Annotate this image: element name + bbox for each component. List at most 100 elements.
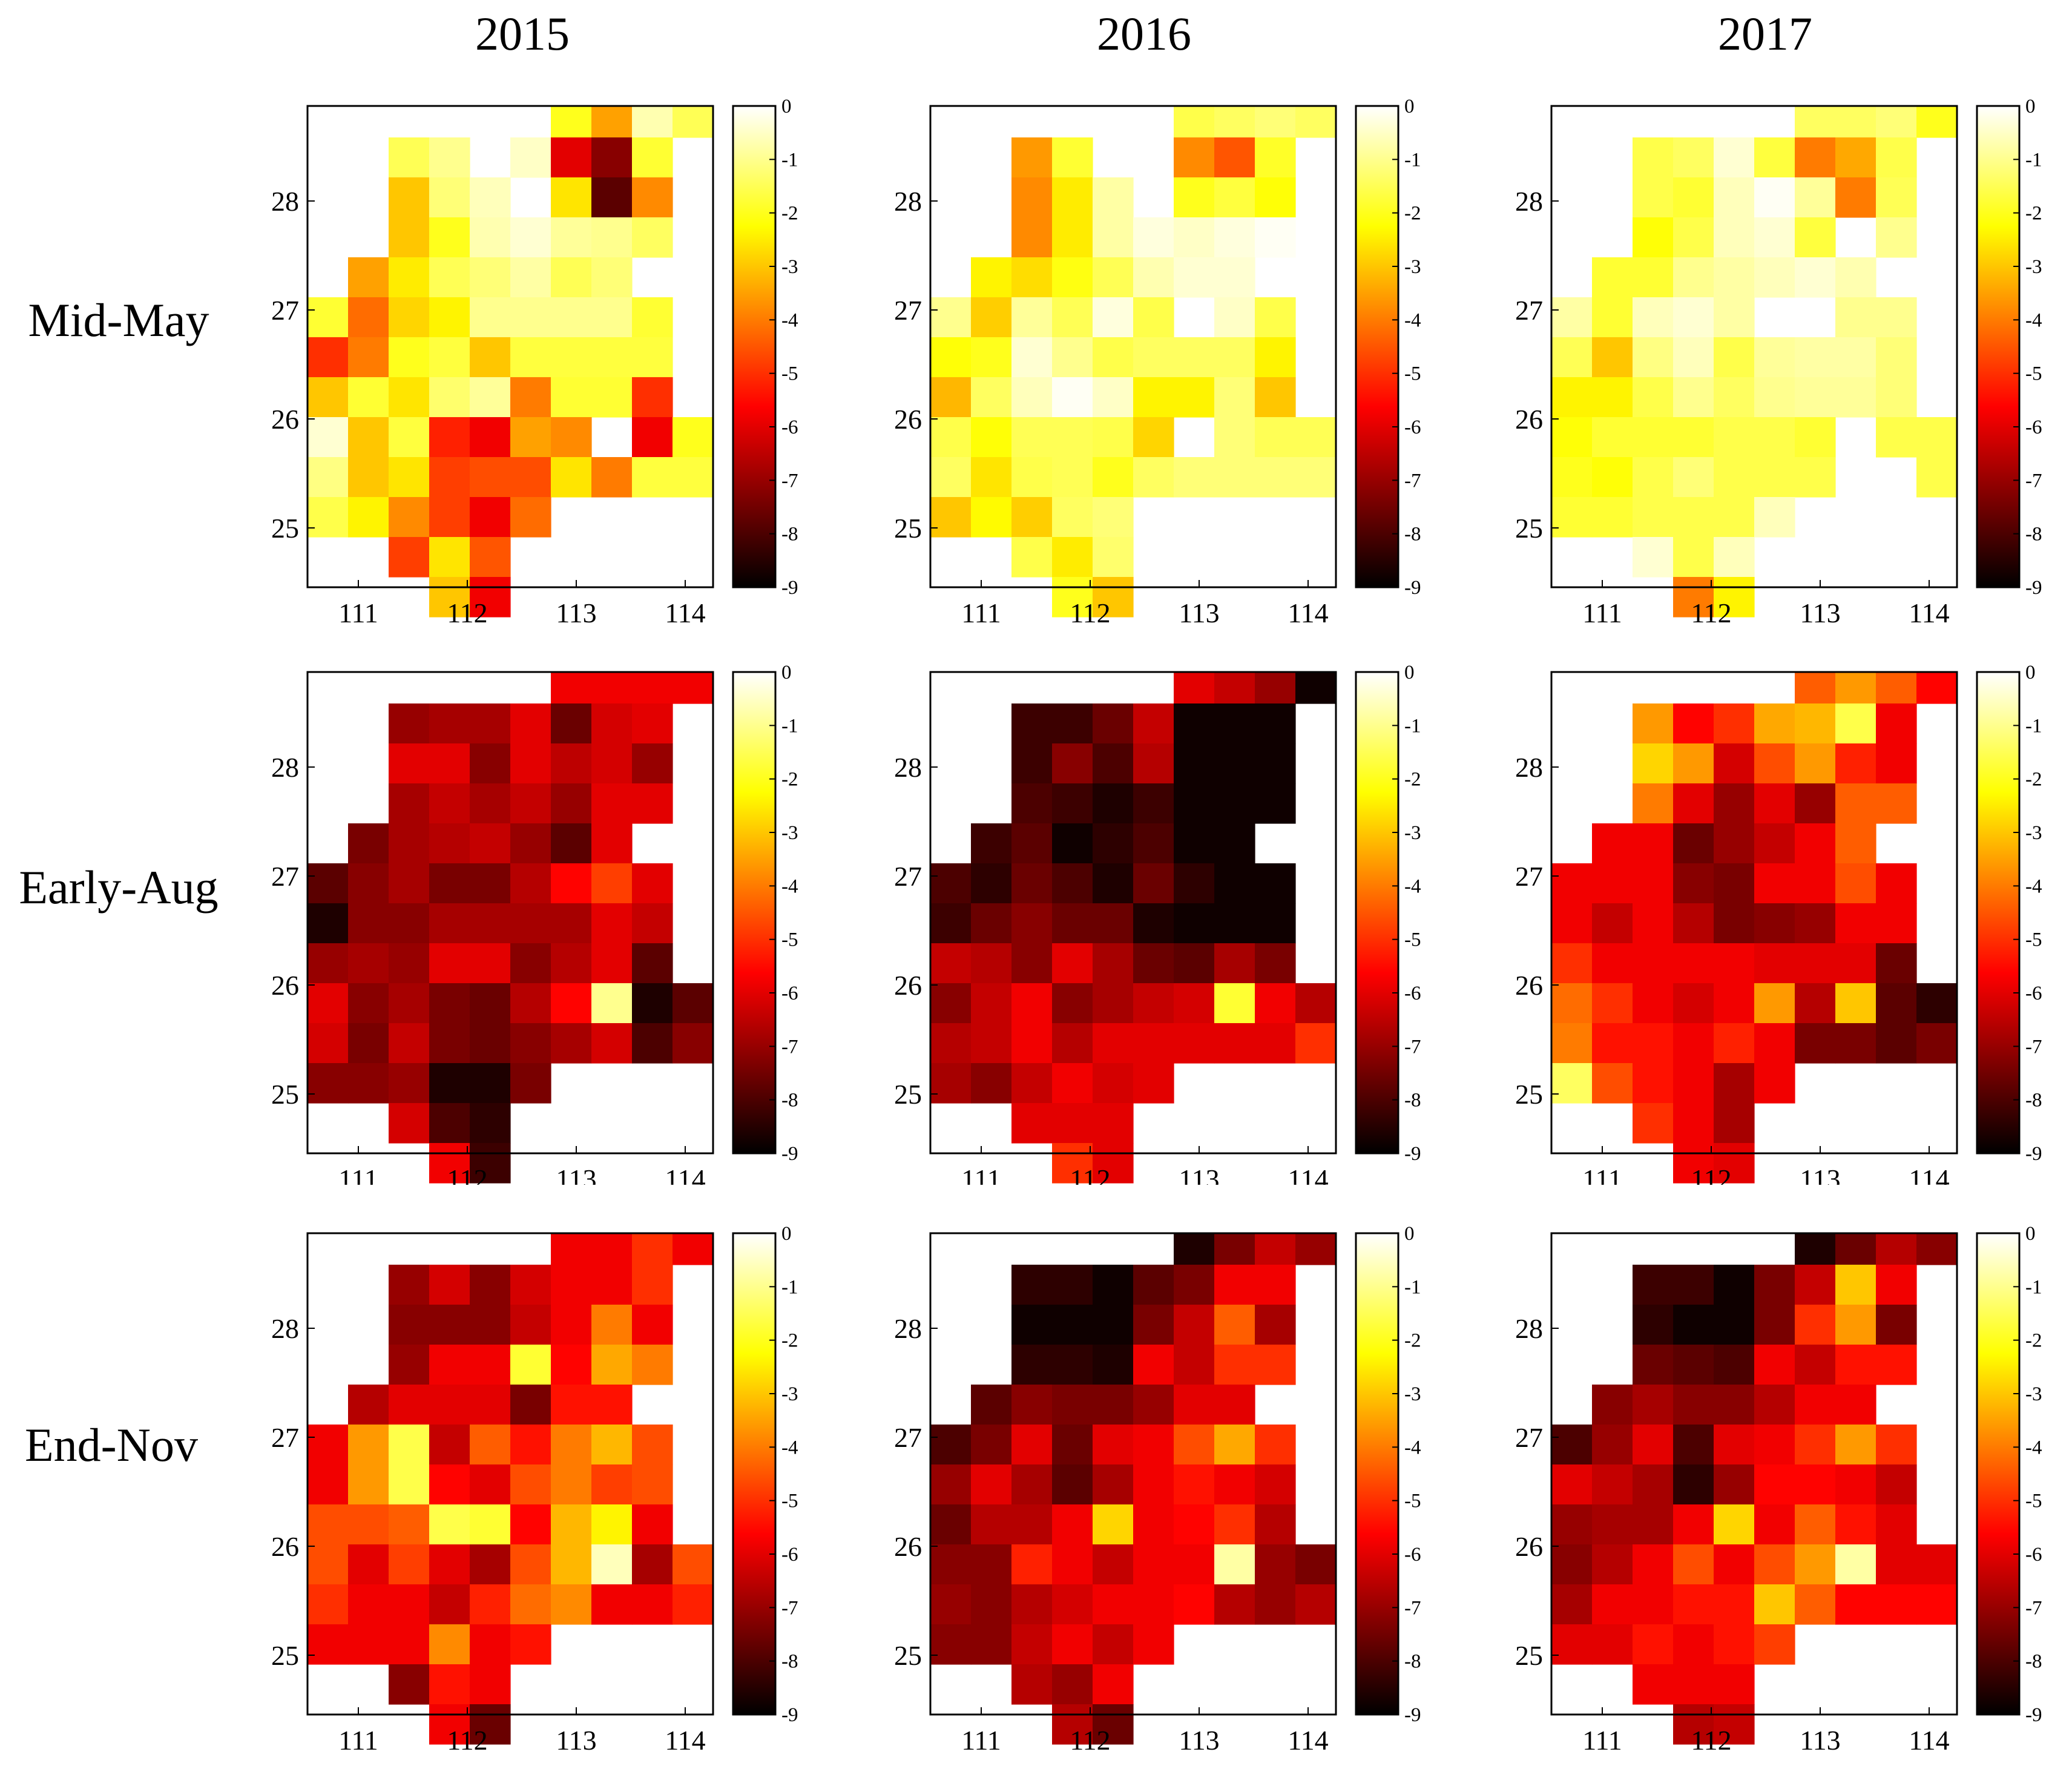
heatmap-cell — [510, 297, 551, 338]
heatmap-cell — [1255, 137, 1296, 178]
heatmap-cell — [1214, 217, 1255, 258]
heatmap-cell — [348, 1624, 389, 1665]
heatmap-cell — [1876, 903, 1917, 944]
heatmap-cell — [1673, 297, 1714, 338]
colorbar-tick-label: -5 — [781, 929, 798, 951]
heatmap-cell — [1133, 1265, 1174, 1305]
colorbar-tick-label: -9 — [2025, 1704, 2042, 1726]
axis-top-mask — [306, 1185, 714, 1233]
axis-top-mask — [306, 624, 714, 672]
colorbar-tick-label: -8 — [1404, 524, 1421, 545]
heatmap-cell — [1052, 217, 1093, 258]
heatmap-cell — [1093, 743, 1134, 784]
heatmap-cell — [1754, 497, 1795, 538]
colorbar-tick-label: -6 — [1404, 1544, 1421, 1566]
heatmap-cell — [673, 1584, 714, 1625]
heatmap-cell — [348, 1425, 389, 1465]
heatmap-cell — [551, 1385, 592, 1425]
heatmap-cell — [1876, 337, 1917, 378]
heatmap-cell — [1795, 703, 1836, 744]
heatmap-cell — [591, 983, 633, 1024]
heatmap-cell — [673, 983, 714, 1024]
heatmap-cell — [510, 257, 551, 298]
panel-2016-end-nov: 111 112 113 114 28 27 26 25 0 -1 -2 -3 -4 -5 -6 -7 -8 -9 — [894, 1185, 1421, 1756]
heatmap-cell — [632, 943, 673, 984]
heatmap-cell — [1133, 1584, 1174, 1625]
heatmap-cell — [1174, 137, 1215, 178]
heatmap-cell — [1551, 417, 1593, 458]
colorbar-tick-label: -7 — [781, 1597, 798, 1619]
heatmap-cell — [1876, 703, 1917, 744]
colorbar-tick-label: -8 — [781, 524, 798, 545]
heatmap-cell — [1174, 257, 1215, 298]
heatmap-cell — [308, 1464, 349, 1505]
heatmap-cell — [1633, 1345, 1674, 1385]
heatmap-cell — [1214, 1345, 1255, 1385]
heatmap-cell — [1174, 1023, 1215, 1064]
colorbar-tick-label: -4 — [2025, 1437, 2042, 1458]
heatmap-cell — [1255, 217, 1296, 258]
colorbar-tick-label: -4 — [1404, 309, 1421, 331]
y-tick-label: 28 — [1515, 752, 1543, 783]
heatmap-cell — [348, 1504, 389, 1545]
heatmap-cell — [1633, 1504, 1674, 1545]
panel-2016-early-aug: 111 112 113 114282726250-1-2-3-4-5-6-7-8-9 — [894, 624, 1421, 1194]
heatmap-cell — [470, 1103, 511, 1144]
heatmap-cell — [1633, 1464, 1674, 1505]
heatmap-cell — [470, 823, 511, 864]
heatmap-cell — [1592, 457, 1633, 498]
heatmap-cell — [308, 1063, 349, 1104]
heatmap-cell — [429, 297, 470, 338]
heatmap-cell — [1754, 1624, 1795, 1665]
colorbar-tick-label: -9 — [1404, 1704, 1421, 1726]
heatmap-cell — [1835, 1584, 1876, 1625]
colorbar — [1356, 672, 1398, 1153]
heatmap-cell — [971, 943, 1012, 984]
heatmap-cell — [1592, 1624, 1633, 1665]
heatmap-cell — [1174, 903, 1215, 944]
heatmap-cell — [1255, 1345, 1296, 1385]
heatmap-cell — [389, 1023, 430, 1064]
heatmap-cell — [1174, 983, 1215, 1024]
heatmap-cell — [389, 217, 430, 258]
x-tick-label: 113 — [1179, 1725, 1219, 1756]
heatmap-cell — [632, 337, 673, 378]
heatmap-cell — [470, 537, 511, 578]
heatmap-cell — [1214, 783, 1255, 824]
heatmap-figure: 2015 2016 2017 Mid-May Early-Aug End-Nov… — [0, 0, 2072, 1769]
heatmap-cell — [591, 863, 633, 904]
heatmap-cell — [1214, 177, 1255, 218]
heatmap-cell — [632, 137, 673, 178]
heatmap-cell — [429, 1265, 470, 1305]
heatmap-cell — [429, 217, 470, 258]
heatmap-cell — [1133, 1464, 1174, 1505]
heatmap-cell — [429, 137, 470, 178]
heatmap-cell — [389, 1305, 430, 1345]
heatmap-cell — [389, 457, 430, 498]
heatmap-cell — [1551, 1023, 1593, 1064]
heatmap-cell — [1011, 1345, 1053, 1385]
x-tick-label: 111 — [338, 1725, 378, 1756]
heatmap-cell — [1835, 177, 1876, 218]
heatmap-cell — [1255, 1265, 1296, 1305]
heatmap-cell — [429, 703, 470, 744]
heatmap-cell — [1835, 257, 1876, 298]
heatmap-cell — [308, 497, 349, 538]
heatmap-cell — [971, 1544, 1012, 1585]
heatmap-cell — [1214, 823, 1255, 864]
heatmap-cell — [1795, 1425, 1836, 1465]
heatmap-cell — [510, 1464, 551, 1505]
heatmap-cell — [429, 903, 470, 944]
heatmap-cell — [1133, 863, 1174, 904]
heatmap-cell — [308, 863, 349, 904]
heatmap-cell — [1795, 377, 1836, 418]
heatmap-cell — [551, 1504, 592, 1545]
heatmap-cell — [591, 1425, 633, 1465]
heatmap-cell — [308, 1584, 349, 1625]
y-tick-label: 26 — [894, 970, 922, 1001]
heatmap-cell — [1795, 983, 1836, 1024]
heatmap-cell — [1714, 1345, 1755, 1385]
heatmap-cell — [1133, 903, 1174, 944]
heatmap-cell — [1633, 1624, 1674, 1665]
colorbar-tick-label: 0 — [2025, 1223, 2036, 1245]
